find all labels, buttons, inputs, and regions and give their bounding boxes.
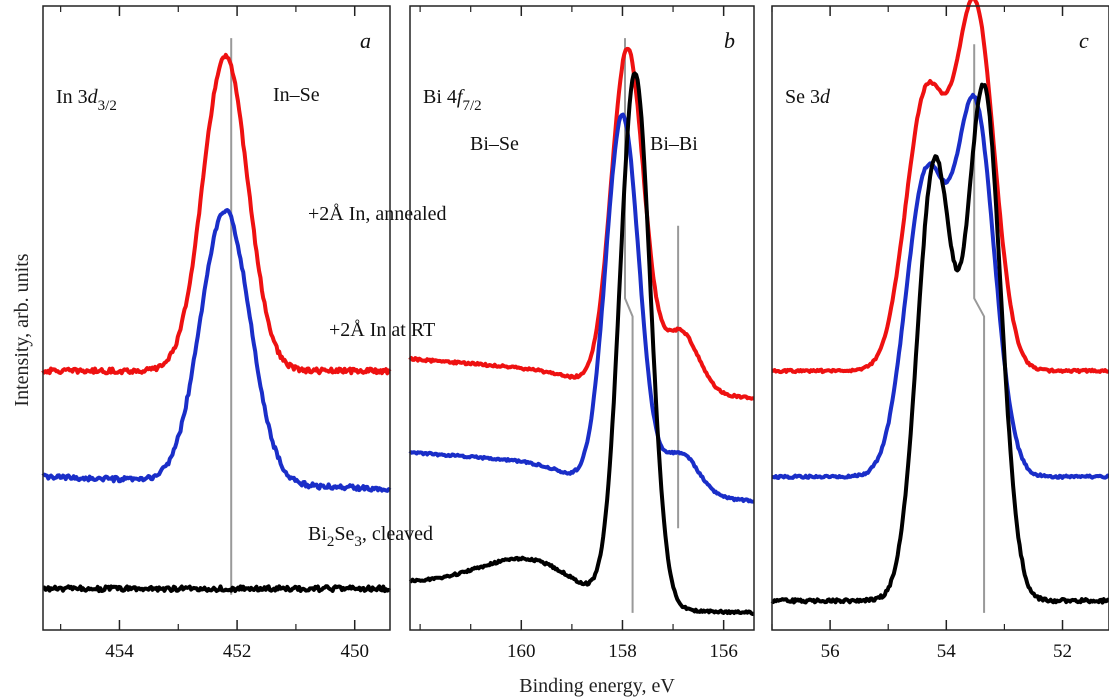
x-tick-label: 56 [821,641,840,662]
series-line-rt [41,208,392,493]
series-line-annealed [41,52,392,376]
axis-frame [42,5,391,631]
x-tick-label: 452 [223,641,252,662]
curve-label-rt: +2Å In at RT [329,319,435,341]
bond-label-bi-se: Bi–Se [470,133,519,155]
panel-letter: b [724,28,735,53]
core-level-label: Bi 4f7/2 [423,86,482,114]
series-line-cleaved [408,71,755,616]
bond-label-bi-bi: Bi–Bi [650,133,698,155]
peak-position-line [973,44,986,613]
core-level-label: In 3d3/2 [56,86,117,114]
curve-label-annealed: +2Å In, annealed [308,203,446,225]
curve-label-cleaved: Bi2Se3, cleaved [308,523,433,550]
panel-b: 160 158 156 b Bi 4f7/2 Bi–Se Bi–Bi [408,5,755,662]
series-line-rt [408,112,755,504]
x-tick-label: 454 [105,641,134,662]
bond-label: In–Se [273,84,320,106]
y-axis-label: Intensity, arb. units [11,253,33,406]
axis-frame [409,5,755,631]
panel-a: 454 452 450 a In 3d3/2 In–Se +2Å In, annealed +… [41,5,446,662]
series-line-annealed [408,46,755,401]
x-tick-label: 54 [937,641,957,662]
x-tick-label: 158 [608,641,637,662]
panel-letter: a [360,28,371,53]
x-tick-label: 450 [340,641,369,662]
x-tick-label: 160 [507,641,536,662]
panel-letter: c [1079,28,1089,53]
x-tick-label: 52 [1053,641,1072,662]
series-line-cleaved [770,82,1109,605]
series-line-cleaved [42,584,392,594]
series-line-rt [771,92,1109,480]
core-level-label: Se 3d [785,86,831,108]
panels: 454 452 450 a In 3d3/2 In–Se +2Å In, annealed +… [41,0,1109,662]
axis-frame [771,5,1109,631]
panel-c: 56 54 52 c Se 3d [770,0,1109,662]
x-tick-label: 156 [709,641,738,662]
x-axis-label: Binding energy, eV [519,675,675,697]
series-line-annealed [771,0,1109,375]
